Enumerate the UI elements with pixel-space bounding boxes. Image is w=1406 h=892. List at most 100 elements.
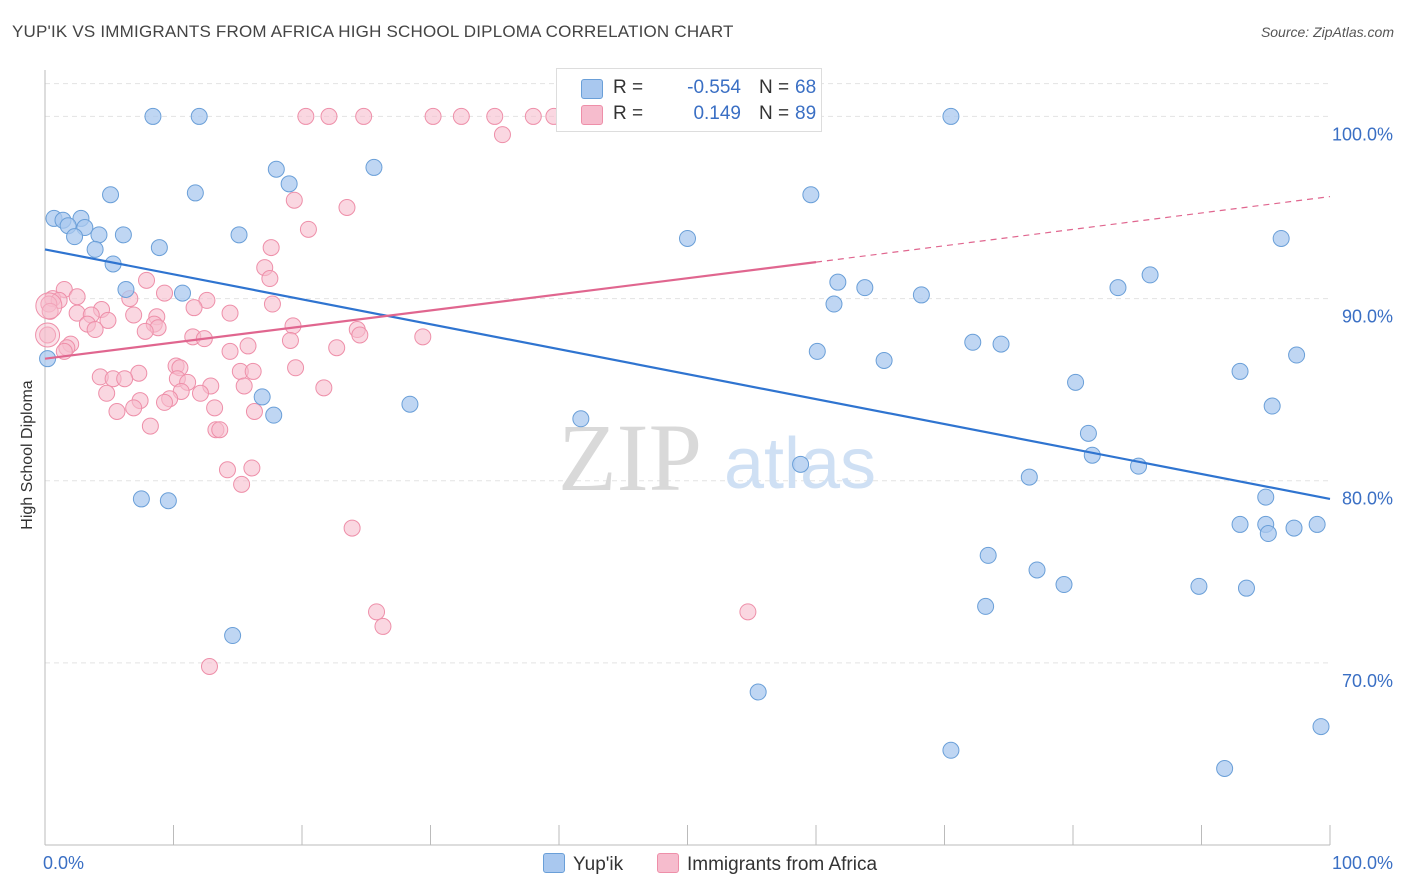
data-point-immigrants <box>285 191 303 209</box>
data-point-immigrants <box>39 326 57 344</box>
legend-item-yupik[interactable]: Yup'ik <box>543 853 623 876</box>
data-point-yupik <box>979 546 997 564</box>
data-point-yupik <box>942 107 960 125</box>
legend-n-label: N = <box>759 77 790 98</box>
legend-n-label: N = <box>759 103 790 124</box>
data-point-yupik <box>1231 362 1249 380</box>
data-point-immigrants <box>198 291 216 309</box>
data-point-immigrants <box>263 295 281 313</box>
data-point-immigrants <box>138 271 156 289</box>
data-point-yupik <box>1055 576 1073 594</box>
data-point-immigrants <box>424 107 442 125</box>
x-tick-label: 0.0% <box>43 853 84 873</box>
series-immigrants-from-africa <box>35 107 757 675</box>
data-point-immigrants <box>200 658 218 675</box>
data-point-immigrants <box>261 270 279 288</box>
data-point-immigrants <box>351 326 369 344</box>
data-point-immigrants <box>297 107 315 125</box>
data-point-immigrants <box>68 288 86 306</box>
data-point-yupik <box>977 597 995 615</box>
legend-swatch-yupik <box>543 853 565 873</box>
legend-item-immigrants[interactable]: Immigrants from Africa <box>657 853 877 876</box>
data-point-yupik <box>1312 718 1330 736</box>
data-point-immigrants <box>116 370 134 388</box>
data-point-yupik <box>1263 397 1281 415</box>
legend-label-immigrants: Immigrants from Africa <box>687 854 878 875</box>
data-point-yupik <box>942 741 960 759</box>
data-point-immigrants <box>328 339 346 357</box>
data-point-immigrants <box>320 107 338 125</box>
data-point-yupik <box>1067 373 1085 391</box>
data-point-immigrants <box>343 519 361 537</box>
data-point-immigrants <box>235 377 253 395</box>
data-point-yupik <box>1259 525 1277 543</box>
trend-line-yupik <box>44 248 1331 501</box>
data-point-yupik <box>114 226 132 244</box>
data-point-immigrants <box>414 328 432 346</box>
bottom-legend: Yup'ik Immigrants from Africa <box>0 853 1406 877</box>
data-point-yupik <box>253 388 271 406</box>
data-point-immigrants <box>156 284 174 302</box>
data-point-yupik <box>1272 229 1290 247</box>
legend-n-value: 68 <box>795 77 817 98</box>
data-point-immigrants <box>233 475 251 493</box>
data-point-yupik <box>856 279 874 297</box>
data-point-yupik <box>159 492 177 510</box>
watermark: ZIP atlas <box>558 404 876 511</box>
data-point-yupik <box>1028 561 1046 579</box>
data-point-immigrants <box>191 384 209 402</box>
data-point-immigrants <box>125 306 143 324</box>
data-point-immigrants <box>35 292 63 320</box>
data-point-immigrants <box>287 359 305 377</box>
legend-r-label: R = <box>613 103 644 124</box>
data-point-immigrants <box>98 384 116 402</box>
correlation-legend: R = -0.554 N = 68 R = 0.149 N = 89 <box>556 68 822 132</box>
data-point-yupik <box>1109 279 1127 297</box>
data-point-yupik <box>572 410 590 428</box>
data-point-immigrants <box>739 603 757 621</box>
data-point-yupik <box>90 226 108 244</box>
data-point-yupik <box>173 284 191 302</box>
y-tick-label: 80.0% <box>1342 489 1393 509</box>
data-point-yupik <box>964 333 982 351</box>
data-point-yupik <box>1308 515 1326 533</box>
data-point-immigrants <box>244 362 262 380</box>
data-point-yupik <box>66 228 84 246</box>
legend-r-label: R = <box>613 77 644 98</box>
data-point-yupik <box>792 455 810 473</box>
data-point-immigrants <box>262 239 280 257</box>
data-point-immigrants <box>524 107 542 125</box>
data-point-immigrants <box>41 302 59 320</box>
data-point-immigrants <box>108 403 126 420</box>
data-point-yupik <box>117 280 135 298</box>
data-point-immigrants <box>156 393 174 411</box>
data-point-yupik <box>1083 446 1101 464</box>
data-point-yupik <box>265 406 283 424</box>
data-point-yupik <box>679 229 696 247</box>
data-point-yupik <box>86 240 104 258</box>
data-point-immigrants <box>374 617 392 635</box>
data-point-immigrants <box>35 322 61 348</box>
data-point-yupik <box>1285 519 1303 537</box>
data-point-yupik <box>190 107 208 125</box>
legend-label-yupik: Yup'ik <box>573 854 624 875</box>
data-point-immigrants <box>315 379 333 397</box>
x-tick-label: 100.0% <box>1332 853 1393 873</box>
data-point-yupik <box>992 335 1010 353</box>
y-tick-label: 100.0% <box>1332 124 1393 144</box>
data-point-yupik <box>132 490 150 508</box>
legend-swatch-immigrants <box>657 853 679 873</box>
data-point-immigrants <box>221 304 239 322</box>
data-point-immigrants <box>218 461 236 479</box>
data-point-immigrants <box>493 126 511 144</box>
data-point-yupik <box>224 627 242 645</box>
data-point-immigrants <box>136 322 154 340</box>
data-point-yupik <box>267 160 285 178</box>
data-point-yupik <box>230 226 248 244</box>
data-point-immigrants <box>368 603 386 621</box>
legend-swatch-yupik <box>581 79 603 99</box>
trend-line-immigrants-extension <box>815 195 1331 263</box>
data-point-yupik <box>825 295 843 313</box>
data-point-immigrants <box>281 331 299 349</box>
